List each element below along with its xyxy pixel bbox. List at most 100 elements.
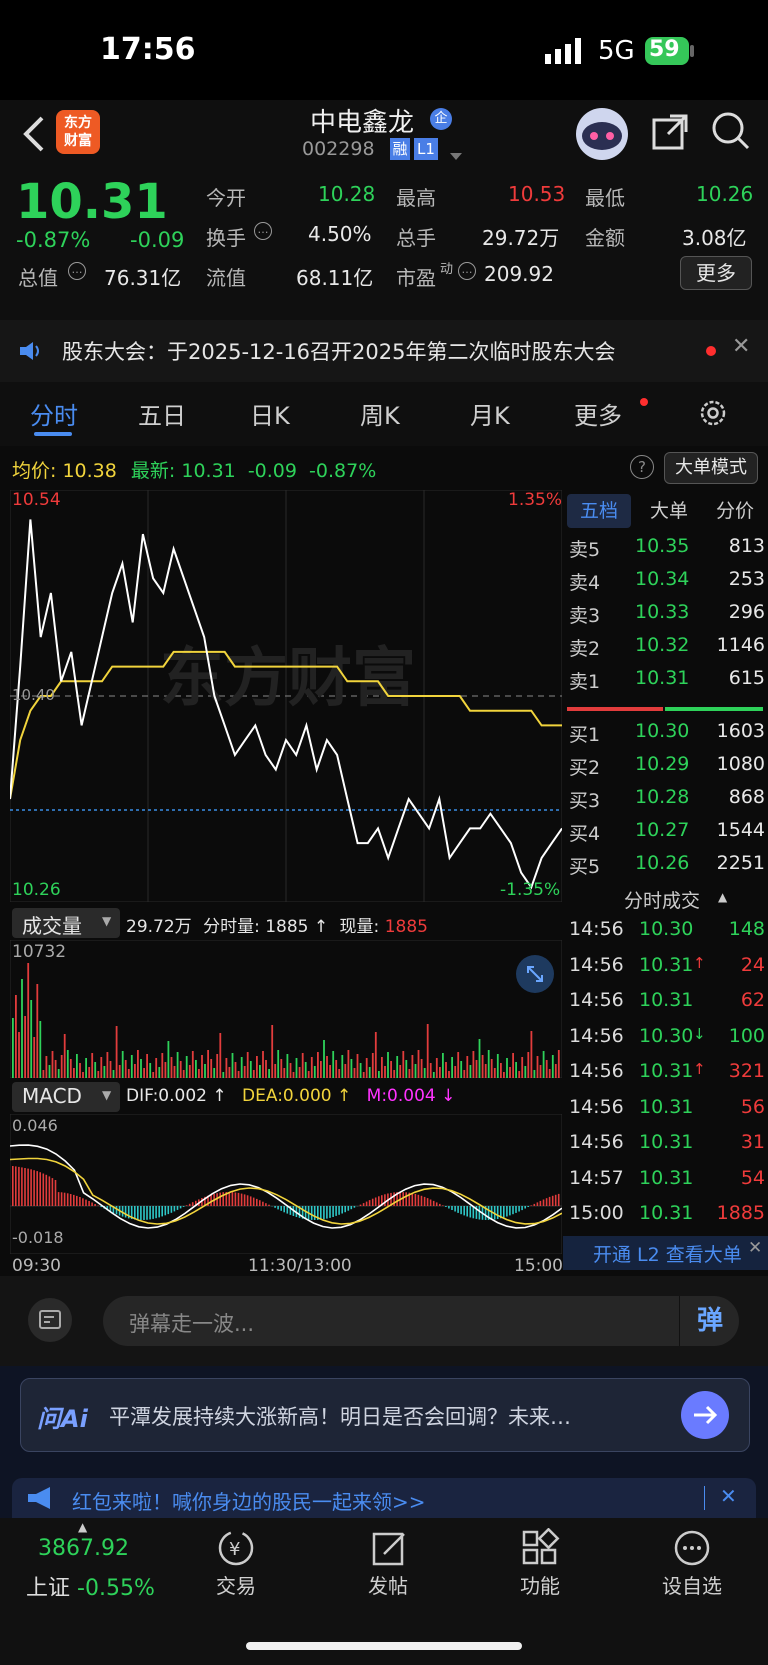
macd-bar bbox=[472, 1206, 475, 1219]
volume-bar bbox=[347, 1050, 350, 1078]
tab-five-day[interactable]: 五日 bbox=[138, 402, 186, 430]
danmu-settings-icon[interactable] bbox=[28, 1298, 72, 1342]
total-volume: 29.72万 bbox=[126, 917, 192, 937]
current-volume-label: 现量: bbox=[339, 917, 380, 937]
tab-price-distribution[interactable]: 分价 bbox=[715, 500, 754, 522]
settings-icon[interactable] bbox=[698, 398, 728, 432]
robot-avatar-icon[interactable] bbox=[576, 108, 628, 160]
nav-post[interactable]: 发帖 bbox=[368, 1574, 408, 1598]
tab-more[interactable]: 更多 bbox=[574, 402, 622, 430]
latest-pct: -0.87% bbox=[309, 460, 377, 482]
close-icon[interactable]: ✕ bbox=[748, 1238, 763, 1258]
ask-level-row[interactable]: 卖5 10.35 813 bbox=[567, 535, 767, 567]
chevron-up-icon[interactable]: ▲ bbox=[718, 890, 728, 904]
index-value[interactable]: 3867.92 bbox=[38, 1536, 129, 1561]
macd-bar bbox=[286, 1206, 289, 1214]
volume-bar bbox=[460, 1061, 463, 1078]
tab-intraday[interactable]: 分时 bbox=[30, 402, 78, 430]
macd-bar bbox=[518, 1206, 520, 1212]
macd-bar bbox=[429, 1199, 432, 1206]
macd-bar bbox=[329, 1206, 331, 1218]
volume-bar bbox=[225, 1058, 228, 1078]
edit-icon[interactable] bbox=[370, 1528, 410, 1572]
yen-cycle-icon[interactable]: ¥ bbox=[216, 1528, 256, 1572]
search-icon[interactable] bbox=[710, 110, 752, 156]
notice-bar[interactable]: 股东大会：于2025-12-16召开2025年第二次临时股东大会 ✕ bbox=[0, 320, 768, 382]
level-label: 买2 bbox=[569, 757, 601, 779]
info-icon[interactable]: … bbox=[458, 262, 476, 280]
info-icon[interactable]: … bbox=[68, 262, 86, 280]
bid-level-row[interactable]: 买3 10.28 868 bbox=[567, 786, 767, 818]
volume-bar bbox=[259, 1065, 261, 1078]
ai-question-card[interactable]: 问Ai 平潭发展持续大涨新高！明日是否会回调？未来… bbox=[20, 1378, 750, 1452]
tab-big-orders[interactable]: 大单 bbox=[649, 500, 688, 522]
volume-max-label: 10732 bbox=[12, 942, 67, 962]
macd-bar bbox=[374, 1197, 377, 1206]
volume-indicator-select[interactable]: 成交量 ▼ bbox=[12, 908, 120, 938]
l2-banner[interactable]: 开通 L2 查看大单 ✕ bbox=[563, 1236, 768, 1270]
ask-level-row[interactable]: 卖3 10.33 296 bbox=[567, 601, 767, 633]
comment-input[interactable]: 弹幕走一波... 弹 bbox=[103, 1296, 739, 1346]
macd-bar bbox=[143, 1206, 145, 1220]
latest-value: 10.31 bbox=[181, 460, 236, 482]
bid-level-row[interactable]: 买5 10.26 2251 bbox=[567, 852, 767, 884]
macd-bar bbox=[426, 1198, 429, 1206]
volume-bar bbox=[487, 1050, 490, 1078]
volume-bar bbox=[195, 1060, 197, 1078]
tick-direction: ↓ bbox=[693, 1024, 706, 1043]
volume-bar bbox=[317, 1052, 319, 1078]
help-icon[interactable]: ? bbox=[630, 455, 654, 479]
pct-max-label: 1.35% bbox=[508, 490, 563, 510]
intraday-price-chart[interactable]: 东方财富 bbox=[10, 490, 562, 902]
ask-level-row[interactable]: 卖1 10.31 615 bbox=[567, 667, 767, 699]
ticks-title[interactable]: 分时成交 bbox=[624, 890, 701, 912]
level-price: 10.34 bbox=[635, 568, 690, 590]
close-icon[interactable]: ✕ bbox=[720, 1484, 737, 1508]
back-icon[interactable] bbox=[20, 114, 50, 158]
l2-banner-text: 开通 L2 查看大单 bbox=[593, 1244, 742, 1266]
volume-bar bbox=[439, 1067, 441, 1078]
tab-weekly-k[interactable]: 周K bbox=[360, 402, 400, 430]
volume-bar bbox=[365, 1058, 368, 1078]
volume-bar bbox=[469, 1065, 472, 1078]
macd-bar bbox=[298, 1206, 301, 1218]
nav-trade[interactable]: 交易 bbox=[216, 1574, 256, 1598]
arrow-right-icon[interactable] bbox=[681, 1391, 729, 1439]
dropdown-icon[interactable] bbox=[450, 146, 462, 165]
more-dots-icon[interactable] bbox=[672, 1528, 712, 1572]
ask-level-row[interactable]: 卖2 10.32 1146 bbox=[567, 634, 767, 666]
unread-dot bbox=[706, 346, 716, 356]
macd-bar bbox=[21, 1167, 23, 1206]
tab-monthly-k[interactable]: 月K bbox=[470, 402, 510, 430]
big-order-mode-button[interactable]: 大单模式 bbox=[664, 452, 758, 484]
red-packet-banner[interactable]: 红包来啦！喊你身边的股民一起来领>> ✕ bbox=[12, 1478, 756, 1518]
tab-five-levels[interactable]: 五档 bbox=[567, 494, 631, 528]
macd-bar bbox=[390, 1192, 392, 1206]
stock-name[interactable]: 中电鑫龙 bbox=[310, 108, 415, 138]
bid-level-row[interactable]: 买1 10.30 1603 bbox=[567, 720, 767, 752]
tab-daily-k[interactable]: 日K bbox=[250, 402, 290, 430]
volume-bar bbox=[435, 1058, 438, 1078]
apps-icon[interactable] bbox=[520, 1527, 560, 1572]
level-price: 10.33 bbox=[635, 601, 690, 623]
share-icon[interactable] bbox=[650, 112, 690, 156]
macd-bar bbox=[524, 1206, 526, 1209]
close-icon[interactable]: ✕ bbox=[732, 334, 751, 359]
volume-bar bbox=[405, 1060, 408, 1078]
macd-indicator-select[interactable]: MACD ▼ bbox=[12, 1082, 120, 1112]
bid-level-row[interactable]: 买2 10.29 1080 bbox=[567, 753, 767, 785]
volume-bar bbox=[57, 1069, 60, 1078]
nav-add-watchlist[interactable]: 设自选 bbox=[662, 1574, 722, 1598]
info-icon[interactable]: … bbox=[254, 222, 272, 240]
expand-icon[interactable] bbox=[516, 955, 554, 993]
bid-level-row[interactable]: 买4 10.27 1544 bbox=[567, 819, 767, 851]
danmu-send-button[interactable]: 弹 bbox=[679, 1296, 740, 1346]
ask-level-row[interactable]: 卖4 10.34 253 bbox=[567, 568, 767, 600]
more-button[interactable]: 更多 bbox=[680, 256, 752, 290]
index-ticker[interactable]: 上证 -0.55% bbox=[26, 1570, 155, 1602]
nav-functions[interactable]: 功能 bbox=[520, 1574, 560, 1598]
stock-header: 东方 财富 中电鑫龙 企 002298 融 L1 bbox=[0, 100, 768, 174]
volume-bar bbox=[301, 1053, 304, 1078]
macd-bar bbox=[88, 1201, 90, 1206]
volume-bar bbox=[344, 1064, 347, 1078]
